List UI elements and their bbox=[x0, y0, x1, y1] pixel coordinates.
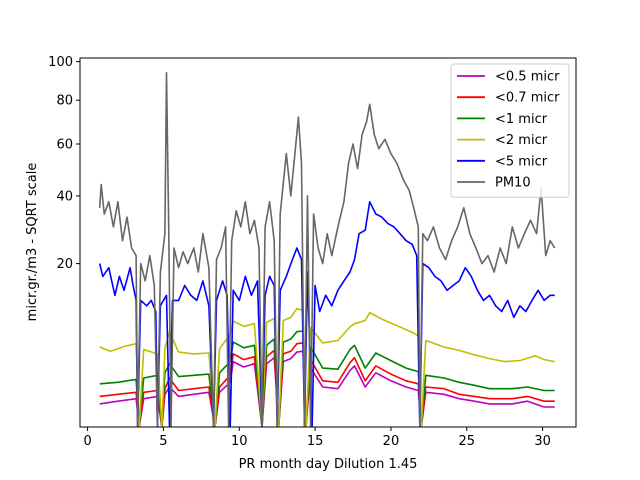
legend-label: PM10 bbox=[495, 176, 531, 191]
y-tick-label: 80 bbox=[56, 94, 73, 109]
series-layer bbox=[98, 72, 556, 427]
x-tick-label: 25 bbox=[459, 434, 476, 449]
x-axis: 0 5 10 15 20 25 30 bbox=[83, 427, 551, 449]
legend: <0.5 micr <0.7 micr <1 micr <2 micr <5 micr P… bbox=[450, 63, 570, 198]
series-line-5 bbox=[98, 72, 556, 427]
legend-label: <1 micr bbox=[495, 112, 548, 127]
x-tick-label: 15 bbox=[307, 434, 324, 449]
series-line-3 bbox=[99, 307, 555, 427]
x-tick-label: 20 bbox=[383, 434, 400, 449]
legend-label: <0.5 micr bbox=[495, 70, 560, 85]
plot-frame bbox=[79, 57, 577, 428]
x-tick-label: 5 bbox=[159, 434, 167, 449]
x-tick-label: 0 bbox=[83, 434, 91, 449]
x-tick-label: 10 bbox=[231, 434, 248, 449]
y-tick-label: 20 bbox=[56, 257, 73, 272]
legend-label: <0.7 micr bbox=[495, 91, 560, 106]
y-tick-label: 60 bbox=[56, 137, 73, 152]
x-axis-label: PR month day Dilution 1.45 bbox=[239, 457, 418, 472]
y-tick-label: 100 bbox=[48, 55, 73, 70]
legend-label: <2 micr bbox=[495, 133, 548, 148]
x-tick-label: 30 bbox=[534, 434, 551, 449]
legend-label: <5 micr bbox=[495, 154, 548, 169]
y-axis-label: micr.gr./m3 - SQRT scale bbox=[25, 163, 40, 322]
y-axis: 20 40 60 80 100 bbox=[48, 55, 80, 272]
y-tick-label: 40 bbox=[56, 189, 73, 204]
